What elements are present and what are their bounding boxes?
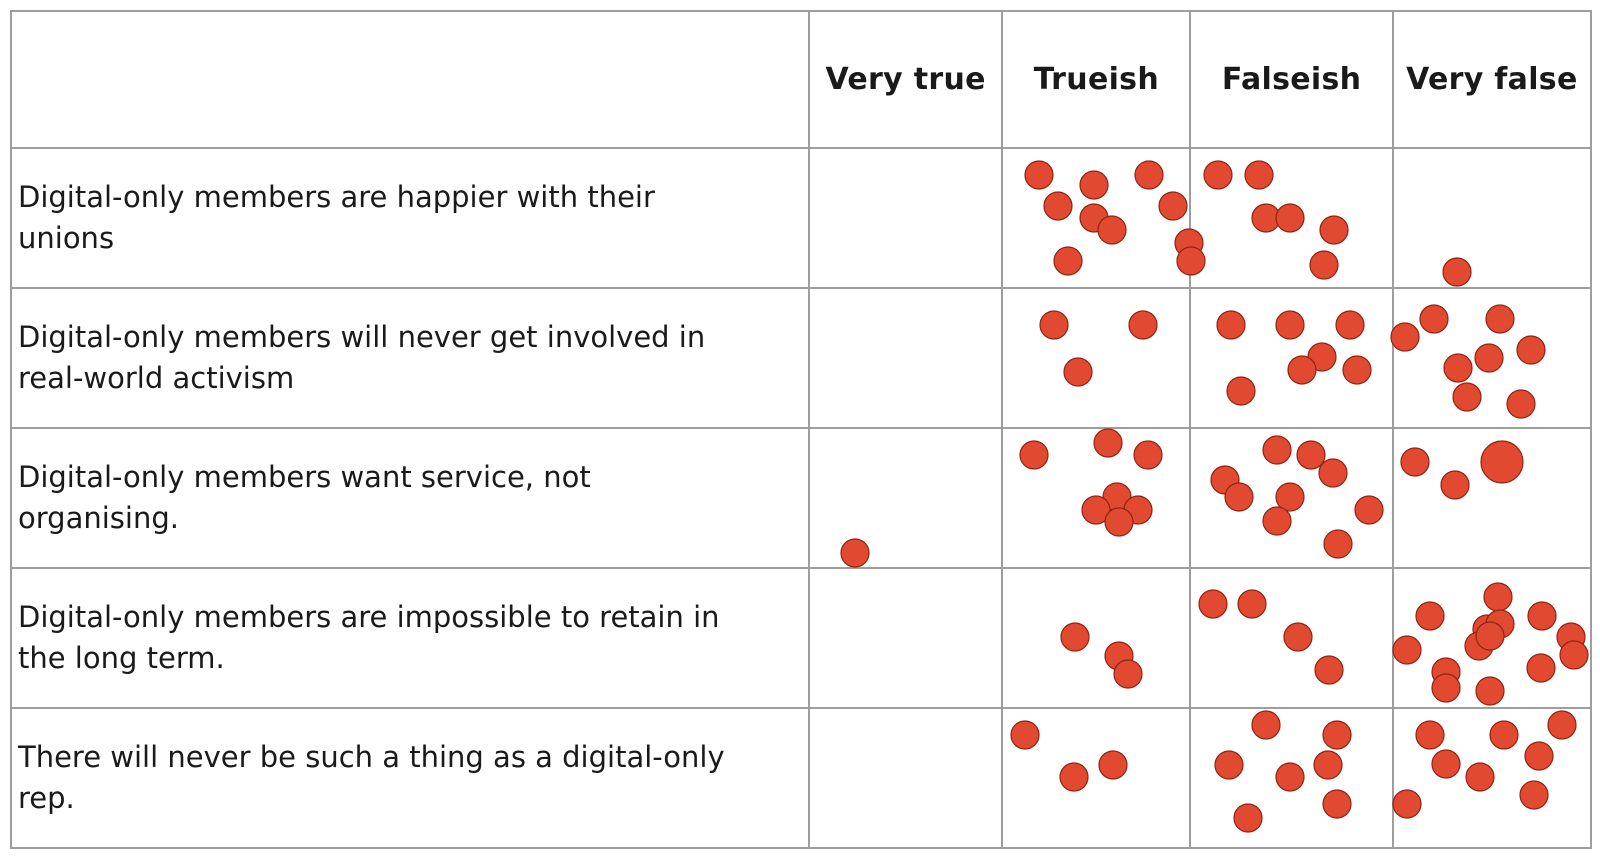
statement-row-4: Digital-only members are impossible to r… bbox=[10, 567, 1593, 709]
statement-label: Digital-only members will never get invo… bbox=[10, 287, 810, 429]
survey-grid: Very true Trueish Falseish Very false Di… bbox=[10, 10, 1593, 849]
column-header-falseish: Falseish bbox=[1189, 10, 1394, 149]
cell-trueish[interactable] bbox=[1001, 707, 1192, 849]
cell-very-true[interactable] bbox=[807, 427, 1004, 569]
statement-label: Digital-only members are impossible to r… bbox=[10, 567, 810, 709]
cell-very-false[interactable] bbox=[1391, 287, 1593, 429]
column-header-trueish: Trueish bbox=[1001, 10, 1192, 149]
header-row: Very true Trueish Falseish Very false bbox=[10, 10, 1593, 149]
cell-very-false[interactable] bbox=[1391, 147, 1593, 289]
cell-falseish[interactable] bbox=[1189, 287, 1394, 429]
statement-label: Digital-only members are happier with th… bbox=[10, 147, 810, 289]
statement-row-3: Digital-only members want service, not o… bbox=[10, 427, 1593, 569]
corner-cell bbox=[10, 10, 810, 149]
cell-very-false[interactable] bbox=[1391, 567, 1593, 709]
column-header-very-true: Very true bbox=[807, 10, 1004, 149]
cell-trueish[interactable] bbox=[1001, 567, 1192, 709]
column-header-very-false: Very false bbox=[1391, 10, 1593, 149]
statement-row-5: There will never be such a thing as a di… bbox=[10, 707, 1593, 849]
cell-very-false[interactable] bbox=[1391, 427, 1593, 569]
statement-label: Digital-only members want service, not o… bbox=[10, 427, 810, 569]
statement-label: There will never be such a thing as a di… bbox=[10, 707, 810, 849]
cell-trueish[interactable] bbox=[1001, 287, 1192, 429]
statement-row-2: Digital-only members will never get invo… bbox=[10, 287, 1593, 429]
cell-very-true[interactable] bbox=[807, 567, 1004, 709]
cell-falseish[interactable] bbox=[1189, 707, 1394, 849]
cell-trueish[interactable] bbox=[1001, 427, 1192, 569]
cell-very-false[interactable] bbox=[1391, 707, 1593, 849]
cell-falseish[interactable] bbox=[1189, 147, 1394, 289]
cell-very-true[interactable] bbox=[807, 147, 1004, 289]
cell-very-true[interactable] bbox=[807, 707, 1004, 849]
cell-falseish[interactable] bbox=[1189, 567, 1394, 709]
cell-very-true[interactable] bbox=[807, 287, 1004, 429]
statement-row-1: Digital-only members are happier with th… bbox=[10, 147, 1593, 289]
cell-trueish[interactable] bbox=[1001, 147, 1192, 289]
cell-falseish[interactable] bbox=[1189, 427, 1394, 569]
